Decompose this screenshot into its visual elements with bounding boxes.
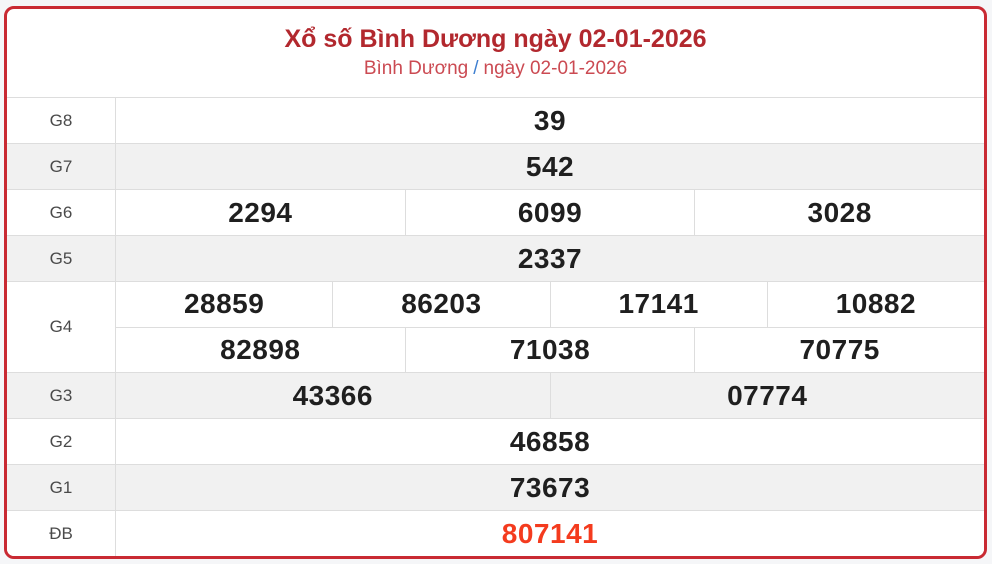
prize-subrow: 39	[116, 98, 984, 143]
prize-row-G5: G5 2337	[7, 236, 984, 282]
prize-number: 73673	[509, 471, 591, 503]
breadcrumb-date-link[interactable]: ngày 02-01-2026	[483, 58, 628, 80]
prize-label-ĐB: ĐB	[7, 511, 116, 556]
prize-subrow: 2294 6099 3028	[116, 190, 984, 235]
prize-row-body: 2337	[116, 236, 984, 281]
prize-subrow: 2337	[116, 236, 984, 281]
page-title: Xổ số Bình Dương ngày 02-01-2026	[284, 24, 707, 53]
prize-number: 6099	[404, 190, 695, 235]
prize-number: 86203	[332, 282, 549, 327]
prize-row-G3: G3 43366 07774	[7, 373, 984, 419]
prize-subrow: 73673	[116, 465, 984, 510]
prize-subrow: 28859 86203 17141 10882	[116, 282, 984, 327]
prize-subrow: 46858	[116, 419, 984, 464]
prize-number: 2337	[517, 242, 583, 274]
prize-number: 07774	[549, 373, 985, 418]
special-prize-number: 807141	[501, 517, 599, 549]
prize-row-G4: G4 28859 86203 17141 10882 82898 71038 70775	[7, 282, 984, 373]
breadcrumb-separator: /	[473, 58, 479, 80]
prize-row-G6: G6 2294 6099 3028	[7, 190, 984, 236]
prize-subrow: 43366 07774	[116, 373, 984, 418]
prize-row-G7: G7 542	[7, 144, 984, 190]
prize-row-G1: G1 73673	[7, 465, 984, 511]
prize-number: 39	[533, 104, 567, 136]
prize-label-G2: G2	[7, 419, 116, 464]
prize-label-G1: G1	[7, 465, 116, 510]
prize-row-body: 46858	[116, 419, 984, 464]
prize-number: 46858	[509, 425, 591, 457]
prize-number: 3028	[694, 190, 984, 235]
prize-label-G5: G5	[7, 236, 116, 281]
prize-subrow: 807141	[116, 511, 984, 556]
prize-row-body: 39	[116, 98, 984, 143]
prize-number: 28859	[183, 288, 265, 320]
prize-subrow: 82898 71038 70775	[116, 326, 984, 372]
prize-label-G3: G3	[7, 373, 116, 418]
prize-label-G6: G6	[7, 190, 116, 235]
prize-row-G8: G8 39	[7, 98, 984, 144]
prize-row-body: 807141	[116, 511, 984, 556]
lottery-results-card: Xổ số Bình Dương ngày 02-01-2026 Bình Dư…	[4, 6, 987, 559]
prize-row-body: 542	[116, 144, 984, 189]
prize-label-G7: G7	[7, 144, 116, 189]
prize-number: 2294	[228, 196, 293, 228]
results-table: G8 39 G7 542 G6 2294 6099 3028 G5 2337 G4 28859 8620…	[7, 97, 984, 556]
prize-row-body: 2294 6099 3028	[116, 190, 984, 235]
prize-row-ĐB: ĐB 807141	[7, 511, 984, 556]
prize-number: 71038	[404, 327, 695, 372]
prize-number: 542	[525, 150, 575, 182]
prize-row-body: 73673	[116, 465, 984, 510]
prize-label-G8: G8	[7, 98, 116, 143]
prize-number: 43366	[292, 379, 373, 411]
prize-number: 17141	[549, 282, 767, 327]
breadcrumb: Bình Dương / ngày 02-01-2026	[364, 58, 627, 80]
prize-row-body: 28859 86203 17141 10882 82898 71038 70775	[116, 282, 984, 372]
breadcrumb-region-link[interactable]: Bình Dương	[363, 58, 469, 80]
prize-row-G2: G2 46858	[7, 419, 984, 465]
prize-number: 82898	[220, 333, 301, 365]
prize-number: 70775	[694, 327, 984, 372]
prize-row-body: 43366 07774	[116, 373, 984, 418]
prize-number: 10882	[766, 282, 984, 327]
prize-subrow: 542	[116, 144, 984, 189]
results-header: Xổ số Bình Dương ngày 02-01-2026 Bình Dư…	[7, 9, 984, 97]
prize-label-G4: G4	[7, 282, 116, 372]
